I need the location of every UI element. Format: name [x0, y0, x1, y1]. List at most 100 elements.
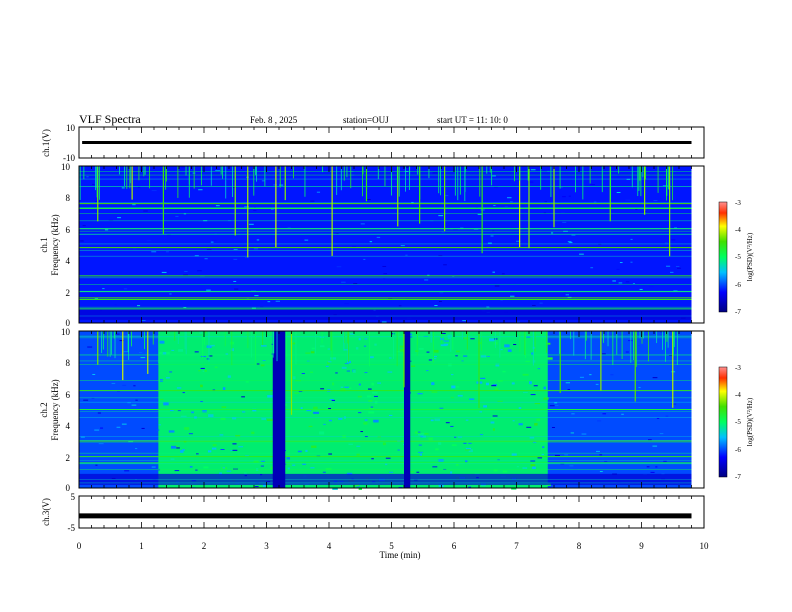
- ch2-spec-speckle: [354, 483, 360, 487]
- ch2-spec-speckle: [567, 388, 571, 390]
- ch2-spec-speckle: [652, 445, 658, 447]
- ch2-spec-speckle: [409, 336, 413, 338]
- ch1-spec-speckle: [567, 241, 572, 243]
- ch1-spec-speckle: [194, 255, 199, 257]
- ch2-spec-speckle: [262, 484, 266, 487]
- ch2-spec-speckle: [360, 431, 363, 433]
- ch2-spec-speckle: [364, 419, 368, 421]
- ch2-spec-speckle: [536, 418, 541, 422]
- ch2-spec-speckle: [287, 467, 290, 471]
- ch1-spec-speckle: [137, 186, 141, 188]
- ch2-spec-speckle: [294, 392, 300, 394]
- ch2-spec-speckle: [522, 373, 529, 376]
- ch2-spec-speckle: [220, 449, 225, 451]
- ch1-waveform-ylabel: ch.1(V): [41, 129, 51, 157]
- ch2-spec-speckle: [433, 349, 439, 353]
- ch2-spec-speckle: [428, 359, 432, 361]
- ch2-spec-speckle: [235, 434, 241, 438]
- figure-title: VLF Spectra: [79, 112, 141, 126]
- ch3-ytick-bottom: -5: [68, 523, 76, 533]
- ch2-spec-speckle: [311, 347, 316, 350]
- ch2-spec-speckle: [377, 382, 381, 384]
- ch2-spec-speckle: [636, 345, 640, 347]
- ch2-spec-speckle: [373, 419, 379, 423]
- ch1-spec-speckle: [381, 321, 387, 323]
- ch2-spec-speckle: [140, 357, 146, 359]
- ch2-colorbar-scale: [718, 366, 728, 478]
- ch1-spec-speckle: [204, 258, 208, 260]
- ch2-spec-speckle: [348, 387, 352, 389]
- ch1-spec-speckle: [443, 264, 447, 266]
- ch1-spec-speckle: [149, 249, 154, 251]
- ch1-spec-speckle: [198, 220, 204, 222]
- ch2-spec-speckle: [344, 386, 350, 388]
- ch1-spec-speckle: [310, 200, 315, 202]
- ch2-spec-speckle: [270, 466, 275, 470]
- ch2-spec-speckle: [308, 425, 313, 428]
- ch2-spec-speckle: [200, 384, 203, 388]
- ch1-spec-speckle: [94, 298, 98, 300]
- ch1-spec-speckle: [352, 246, 357, 248]
- ch2-spec-speckle: [180, 415, 187, 418]
- ch2-spec-speckle: [511, 382, 515, 385]
- ch2-spec-speckle: [492, 384, 497, 387]
- start-ut-label: start UT = 11: 10: 0: [437, 115, 508, 125]
- ch1-spec-speckle: [662, 185, 667, 187]
- ch2-spec-speckle: [184, 427, 190, 430]
- ch2-spec-speckle: [176, 447, 180, 449]
- ch2-spec-speckle: [87, 346, 93, 348]
- ch2-spec-speckle: [121, 423, 127, 425]
- ch2-spec-speckle: [463, 355, 468, 357]
- ch2-spec-speckle: [569, 465, 574, 467]
- ch1-spec-speckle: [341, 281, 346, 283]
- ch2-spec-speckle: [470, 338, 475, 340]
- ch2-spec-speckle: [356, 453, 360, 456]
- ch1-spec-speckle: [383, 278, 386, 280]
- ch1-spec-speckle: [80, 240, 84, 242]
- ch2-spec-speckle: [261, 460, 265, 462]
- ch1-spec-speckle: [185, 172, 189, 174]
- ch1-spec-speckle: [206, 249, 212, 251]
- ch1-spec-speckle: [630, 238, 633, 240]
- ch2-spec-speckle: [465, 419, 469, 421]
- ch2-spec-speckle: [458, 436, 463, 438]
- ch2-spec-speckle: [638, 386, 641, 388]
- ch2-spec-speckle: [511, 453, 517, 456]
- ch2-spec-speckle: [212, 444, 217, 447]
- ch1-spec-speckle: [254, 295, 259, 297]
- ch2-spec-speckle: [358, 337, 361, 341]
- ch2-spec-speckle: [305, 352, 311, 354]
- ch2-spec-speckle: [165, 351, 170, 355]
- ch1-spec-speckle: [233, 248, 238, 250]
- ch1-spec-speckle: [510, 295, 515, 297]
- ch2-spec-speckle: [128, 441, 134, 443]
- ch2-spec-speckle: [426, 351, 430, 353]
- ch2-spec-speckle: [420, 432, 425, 435]
- ch1-spec-speckle: [287, 226, 291, 228]
- ch1-spec-speckle: [543, 212, 547, 214]
- ch2-spec-speckle: [385, 457, 391, 459]
- ch2-spec-speckle: [526, 426, 532, 428]
- ch2-spec-speckle: [451, 385, 456, 389]
- ch2-spec-speckle: [512, 420, 515, 422]
- ch2-spec-speckle: [419, 453, 422, 456]
- ch2-colorbar: -3 -4 -5 -6 -7 log(PSD)(V²/Hz): [718, 364, 754, 481]
- ch1-spec-speckle: [664, 242, 669, 244]
- ch2-spec-speckle: [454, 436, 457, 438]
- ch2-spec-speckle: [455, 355, 458, 357]
- ch2-spec-no-data: [691, 331, 704, 488]
- ch2-cbar-tick-top: -3: [735, 364, 741, 372]
- ch2-spec-speckle: [260, 345, 267, 347]
- ch2-spec-speckle: [341, 366, 347, 369]
- ch1-spec-speckle: [529, 181, 534, 183]
- ch1-spec-speckle: [438, 215, 444, 217]
- ch1-spec-speckle: [424, 279, 429, 281]
- ch1-spec-speckle: [635, 208, 638, 210]
- ch1-spec-speckle: [515, 321, 521, 323]
- ch2-spec-speckle: [346, 370, 351, 372]
- x-tick-label-6: 6: [452, 541, 457, 551]
- ch2-spec-speckle: [549, 405, 555, 407]
- ch1-spec-speckle: [108, 219, 114, 221]
- ch2-spec-speckle: [101, 473, 107, 475]
- date-label: Feb. 8 , 2025: [250, 115, 298, 125]
